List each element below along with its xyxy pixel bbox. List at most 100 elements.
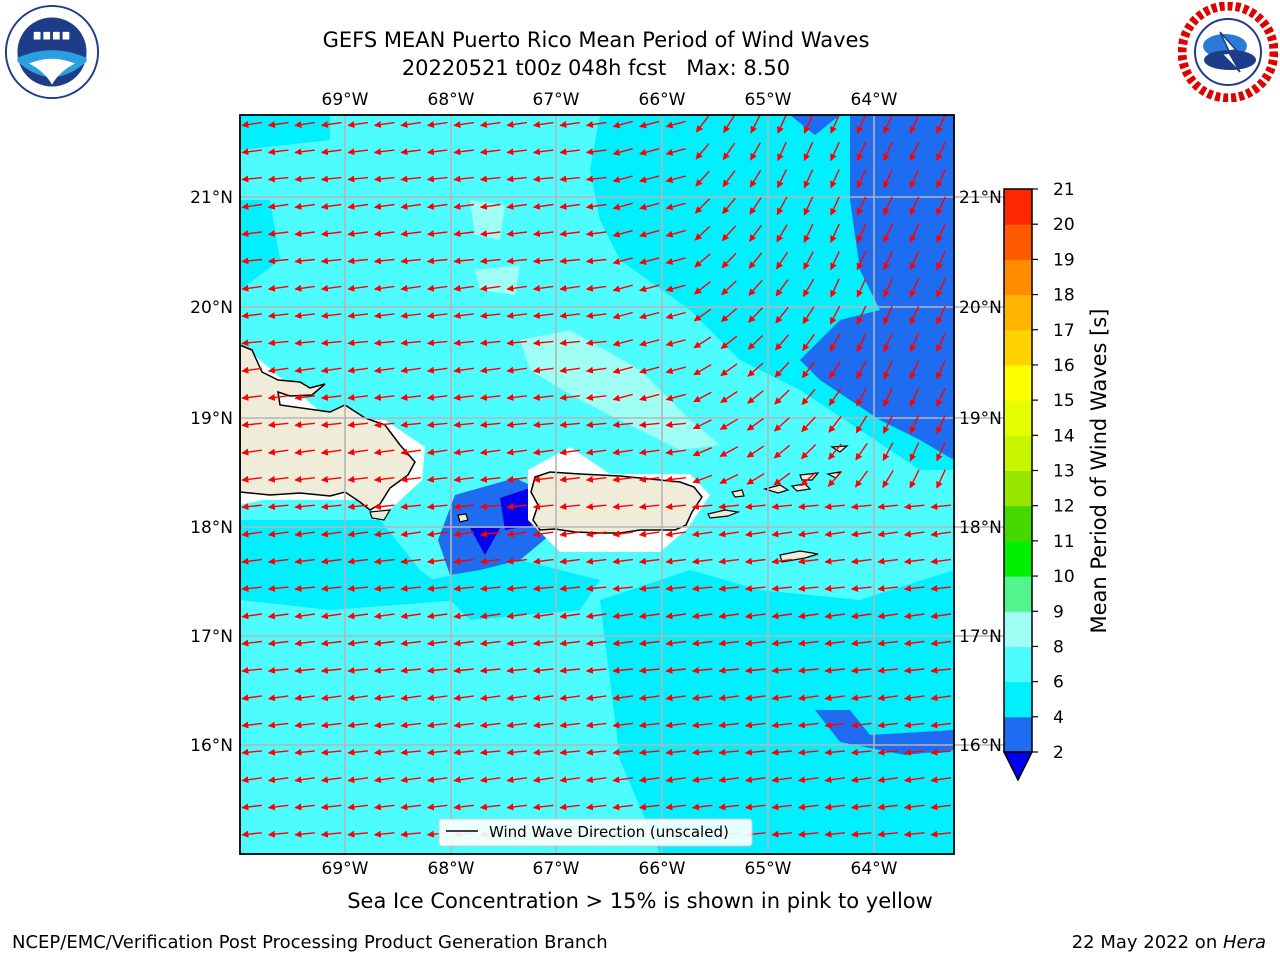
wave-direction-arrow [506, 748, 527, 756]
wave-direction-arrow [856, 360, 867, 380]
wave-direction-arrow [426, 666, 448, 674]
map-legend: Wind Wave Direction (unscaled) [438, 818, 753, 847]
wave-direction-arrow [506, 202, 527, 210]
wave-direction-arrow [909, 333, 920, 353]
wave-direction-arrow [744, 666, 766, 674]
wave-direction-arrow [903, 666, 925, 674]
wave-direction-arrow [585, 393, 607, 401]
wave-direction-arrow [830, 196, 840, 216]
wave-direction-arrow [479, 666, 501, 674]
wave-direction-arrow [559, 339, 580, 347]
wave-direction-arrow [320, 230, 342, 238]
wave-direction-arrow [721, 252, 737, 269]
wave-direction-arrow [585, 776, 607, 784]
wave-direction-arrow [771, 776, 792, 784]
wave-direction-arrow [532, 448, 554, 456]
wave-direction-arrow [585, 612, 607, 620]
wave-direction-arrow [639, 311, 660, 320]
wave-direction-arrow [294, 639, 315, 647]
wave-direction-arrow [746, 445, 765, 458]
culebra-island [731, 489, 745, 498]
wave-direction-arrow [856, 251, 867, 271]
colorbar-band [1004, 364, 1032, 401]
wave-direction-arrow [718, 666, 739, 674]
wave-direction-arrow [797, 557, 819, 565]
wave-direction-arrow [773, 417, 790, 432]
colorbar-band [1004, 435, 1032, 471]
wave-direction-arrow [856, 141, 867, 162]
wave-direction-arrow [829, 305, 841, 325]
colorbar-tick-label: 8 [1053, 637, 1064, 657]
wave-direction-arrow [850, 721, 872, 729]
wave-direction-arrow [801, 361, 816, 379]
wave-direction-arrow [585, 803, 607, 811]
wave-direction-arrow [241, 830, 262, 838]
wave-direction-arrow [882, 415, 894, 434]
wave-direction-arrow [453, 421, 474, 429]
wave-direction-arrow [373, 121, 395, 128]
wave-direction-arrow [506, 366, 527, 374]
wave-direction-arrow [797, 584, 819, 592]
wave-direction-arrow [903, 803, 925, 811]
wave-direction-arrow [936, 360, 946, 380]
wave-direction-arrow [665, 694, 686, 702]
wave-direction-arrow [453, 121, 474, 128]
wave-direction-arrow [718, 584, 739, 592]
wave-direction-arrow [426, 148, 448, 156]
wave-direction-arrow [850, 639, 872, 647]
wave-direction-arrow [320, 339, 342, 347]
wave-direction-arrow [479, 202, 501, 210]
wave-direction-arrow [877, 557, 898, 565]
wave-direction-arrow [744, 694, 766, 702]
wave-direction-arrow [426, 475, 448, 483]
wave-direction-arrow [612, 229, 633, 238]
lon-label-bottom: 67°W [533, 859, 580, 879]
wave-direction-arrow [719, 473, 739, 484]
wave-direction-arrow [400, 666, 421, 674]
wave-direction-arrow [909, 469, 920, 489]
wave-direction-arrow [802, 306, 815, 325]
wave-direction-arrow [903, 721, 925, 729]
wave-direction-arrow [638, 639, 660, 647]
wave-direction-arrow [241, 612, 262, 620]
wave-direction-arrow [830, 141, 840, 162]
wave-direction-arrow [532, 639, 554, 647]
wave-direction-arrow [267, 121, 289, 128]
wave-direction-arrow [720, 335, 738, 350]
wave-direction-arrow [824, 803, 845, 811]
wave-direction-arrow [665, 530, 686, 538]
colorbar-tick-label: 19 [1053, 250, 1075, 270]
wave-direction-arrow [612, 421, 633, 429]
wave-direction-arrow [773, 444, 791, 459]
wave-direction-arrow [883, 169, 893, 189]
wave-direction-arrow [267, 612, 289, 620]
wave-direction-arrow [691, 584, 713, 592]
wave-direction-arrow [453, 557, 474, 565]
wave-direction-arrow [936, 305, 946, 325]
wave-direction-arrow [771, 830, 792, 838]
field-below-2s [500, 488, 535, 530]
wave-direction-arrow [479, 776, 501, 784]
lon-label-top: 68°W [428, 90, 475, 110]
lat-labels-left: 21°N 20°N 19°N 18°N 17°N 16°N [190, 188, 233, 756]
wave-direction-arrow [909, 196, 920, 216]
wave-direction-arrow [639, 175, 660, 183]
colorbar-band [1004, 505, 1032, 542]
wave-direction-arrow [824, 503, 845, 511]
lat-label-right: 20°N [959, 298, 1002, 318]
wave-direction-arrow [426, 284, 448, 292]
wave-direction-arrow [453, 721, 474, 729]
wave-direction-arrow [828, 388, 842, 406]
colorbar-band [1004, 224, 1032, 260]
wave-direction-arrow [559, 393, 580, 401]
wave-direction-arrow [824, 776, 845, 784]
colorbar-tick-label: 12 [1053, 497, 1075, 517]
wave-direction-arrow [400, 121, 421, 128]
wave-direction-arrow [775, 251, 789, 270]
wave-direction-arrow [559, 530, 580, 538]
wave-direction-arrow [320, 503, 342, 511]
wave-direction-arrow [267, 639, 289, 647]
wave-direction-arrow [797, 612, 819, 620]
wave-direction-arrow [347, 748, 368, 756]
